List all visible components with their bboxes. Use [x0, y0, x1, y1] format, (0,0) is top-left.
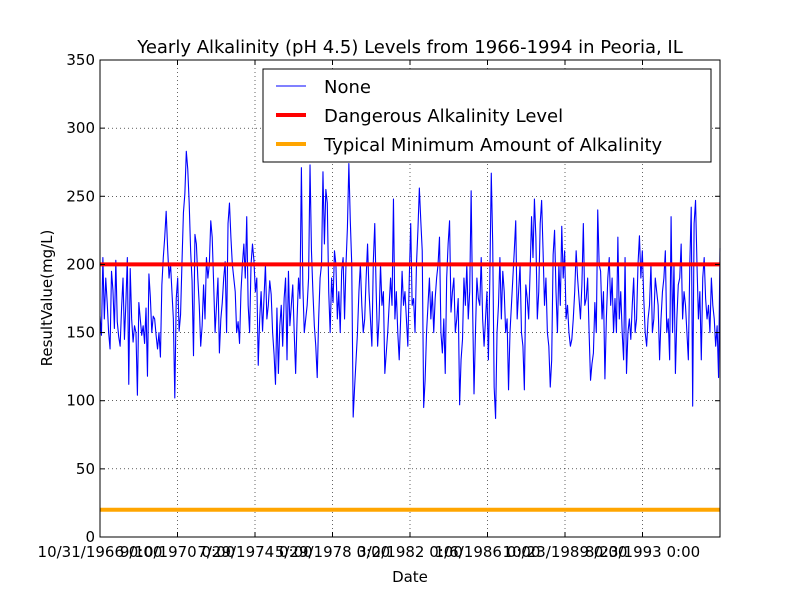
y-tick-label: 150: [66, 324, 95, 342]
x-tick-label: 1/6/1986 0:00: [435, 543, 541, 561]
x-tick-label: 5/29/1978 0:00: [275, 543, 390, 561]
legend-label-dangerous: Dangerous Alkalinity Level: [324, 106, 563, 127]
series-line-none: [99, 150, 721, 419]
y-tick-label: 250: [66, 187, 95, 205]
series-layer: [99, 150, 721, 512]
x-tick-labels: 10/31/1966 0:009/10/1970 0:007/29/1974 0…: [38, 543, 701, 561]
legend-box: [262, 68, 712, 163]
x-tick-label: 3/2/1982 0:00: [357, 543, 463, 561]
y-tick-label: 50: [76, 460, 95, 478]
y-tick-label: 200: [66, 255, 95, 273]
x-tick-label: 10/31/1966 0:00: [38, 543, 163, 561]
chart-title: Yearly Alkalinity (pH 4.5) Levels from 1…: [136, 37, 683, 58]
legend: None Dangerous Alkalinity Level Typical …: [262, 68, 712, 163]
y-tick-label: 0: [85, 528, 95, 546]
x-tick-label: 7/29/1974 0:00: [197, 543, 312, 561]
x-axis-label: Date: [392, 568, 428, 586]
legend-label-series: None: [324, 77, 371, 98]
y-tick-labels: 0 50 100 150 200 250 300 350: [66, 51, 95, 546]
y-tick-label: 300: [66, 119, 95, 137]
x-tick-label: 10/23/1989 0:00: [503, 543, 628, 561]
ticks: [99, 59, 720, 538]
legend-label-minimum: Typical Minimum Amount of Alkalinity: [323, 135, 663, 156]
y-tick-label: 350: [66, 51, 95, 69]
x-tick-label: 8/23/1993 0:00: [585, 543, 700, 561]
y-tick-label: 100: [66, 392, 95, 410]
y-axis-label: ResultValue(mg/L): [38, 230, 56, 367]
x-tick-label: 9/10/1970 0:00: [120, 543, 235, 561]
